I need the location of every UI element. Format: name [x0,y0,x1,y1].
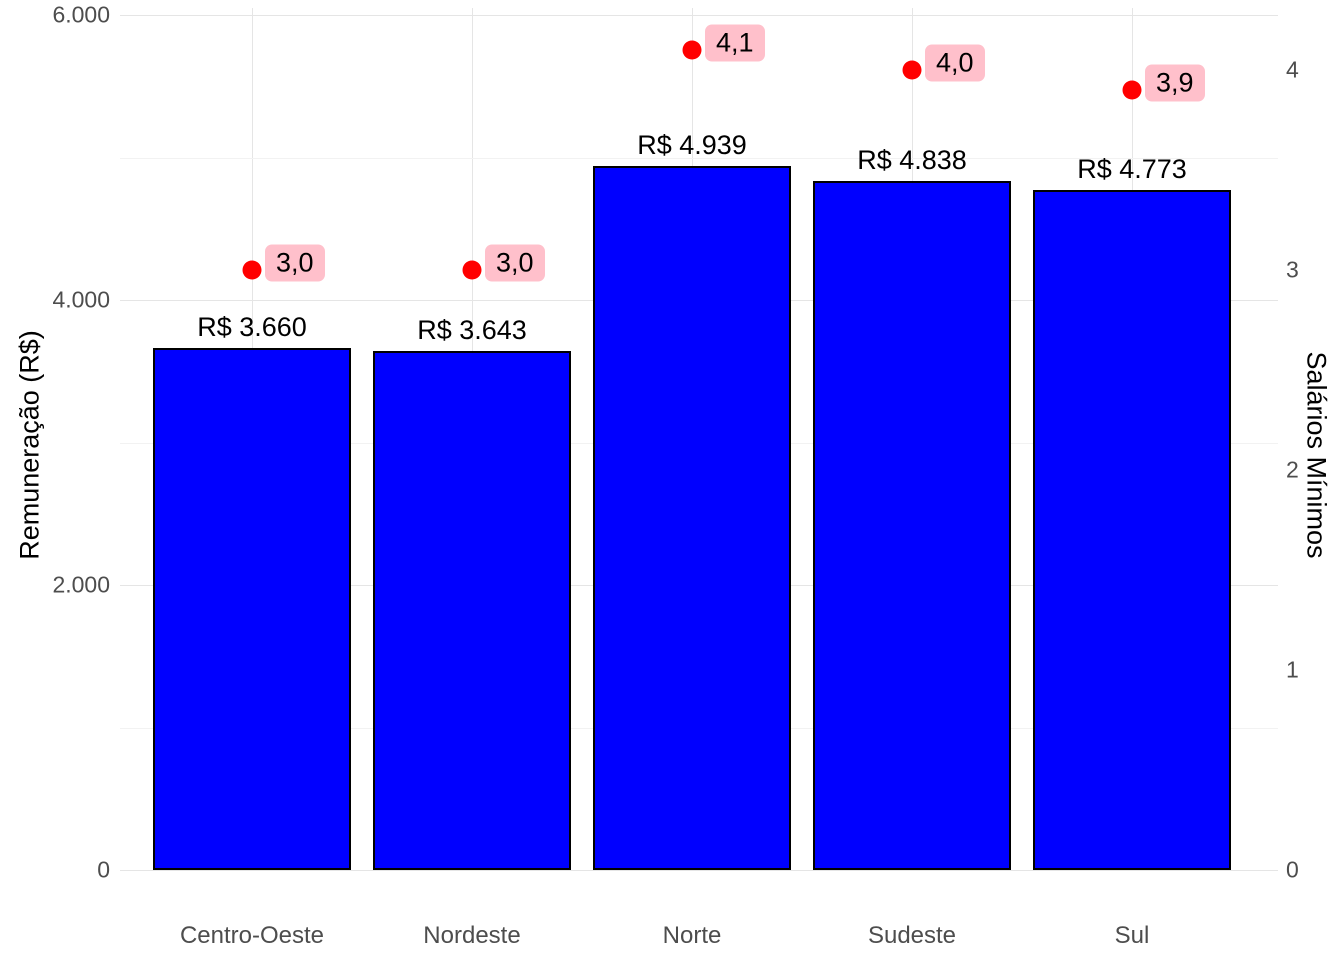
data-point [242,260,262,280]
right-axis-tick-label: 4 [1286,56,1299,83]
bar [1033,189,1231,870]
right-axis-tick-label: 0 [1286,856,1299,883]
category-label: Sul [1114,922,1150,949]
left-axis-tick-label: 0 [97,856,110,883]
right-axis-tick-label: 2 [1286,456,1299,483]
bar-value-label: R$ 4.838 [857,144,967,175]
bar [373,350,571,870]
gridline-minor [120,157,1278,159]
data-point [1122,80,1142,100]
category-label: Sudeste [867,922,957,949]
category-label: Nordeste [423,922,521,949]
data-point [462,260,482,280]
right-axis-title: Salários Mínimos [1301,351,1332,559]
bar [153,348,351,870]
point-value-label: 4,0 [925,44,985,82]
left-axis-title: Remuneração (R$) [14,330,45,560]
data-point [682,40,702,60]
left-axis-tick-label: 6.000 [52,1,110,28]
point-value-label: 3,9 [1145,64,1205,102]
right-axis-tick-label: 1 [1286,656,1299,683]
point-value-label: 3,0 [265,244,325,282]
bar-value-label: R$ 4.773 [1077,153,1187,184]
gridline-major [120,870,1278,871]
gridline-major [120,15,1278,16]
bar-value-label: R$ 3.643 [417,314,527,345]
bar-value-label: R$ 4.939 [637,130,747,161]
category-label: Centro-Oeste [179,922,325,949]
left-axis-tick-label: 2.000 [52,571,110,598]
right-axis-tick-label: 3 [1286,256,1299,283]
category-label: Norte [662,922,722,949]
data-point [902,60,922,80]
bar-value-label: R$ 3.660 [197,312,307,343]
bar [813,180,1011,870]
bar [593,166,791,870]
point-value-label: 3,0 [485,244,545,282]
point-value-label: 4,1 [705,24,765,62]
left-axis-tick-label: 4.000 [52,286,110,313]
